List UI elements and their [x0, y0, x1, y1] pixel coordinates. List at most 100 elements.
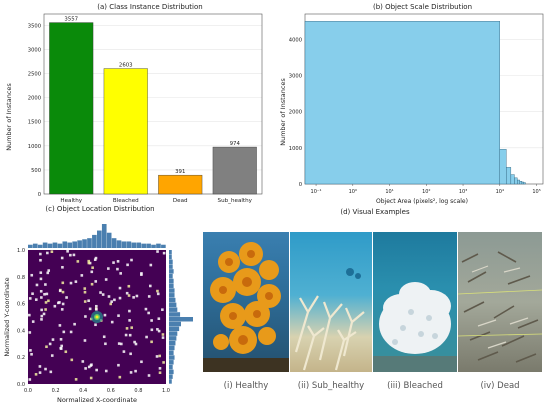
heatmap-cell — [50, 354, 54, 357]
heatmap-cell — [103, 313, 107, 317]
bar-value-label: 3557 — [64, 17, 78, 23]
heatmap-cell — [147, 374, 151, 377]
marginal-x-bar — [116, 240, 122, 248]
heatmap-cell — [51, 338, 55, 341]
heatmap-cell — [156, 289, 159, 293]
heatmap-cell — [161, 333, 165, 336]
y-tick-label: 0.6 — [17, 302, 25, 308]
heatmap-cell — [157, 317, 161, 320]
panel-a-title: (a) Class Instance Distribution — [97, 3, 203, 11]
x-tick-label: 10¹ — [385, 189, 393, 195]
heatmap-cell — [69, 253, 72, 257]
heatmap-cell — [38, 371, 42, 374]
heatmap-cell — [61, 302, 65, 306]
y-tick-label: 2500 — [28, 72, 41, 78]
heatmap-cell — [150, 319, 153, 322]
panel-b-y-label: Number of Instances — [279, 78, 287, 146]
heatmap-cell — [94, 280, 98, 283]
heatmap-cell — [109, 302, 113, 306]
heatmap-cell — [156, 328, 159, 331]
heatmap-cell — [99, 291, 102, 294]
heatmap-cell — [116, 267, 119, 271]
marginal-x-bar — [131, 242, 137, 248]
heatmap-cell — [157, 329, 161, 333]
histogram-bin — [304, 21, 500, 185]
class-distribution-chart: 3557 2603 391 974 0 500 1000 1500 2000 2500 3000 3… — [5, 13, 263, 204]
heatmap-cell — [118, 375, 122, 379]
heatmap-cell — [118, 296, 122, 300]
heatmap-cell — [144, 307, 148, 311]
marginal-y-bar — [169, 302, 177, 308]
marginal-x-bar — [121, 241, 127, 248]
heatmap-cell — [104, 369, 108, 373]
heatmap-cell — [87, 259, 91, 263]
panel-b-title: (b) Object Scale Distribution — [372, 3, 473, 11]
heatmap-cell — [147, 311, 150, 315]
marginal-y-bar — [169, 293, 175, 298]
x-tick-label: Sub_healthy — [218, 198, 253, 204]
marginal-x-bar — [92, 234, 97, 248]
heatmap-cell — [122, 350, 126, 353]
marginal-y-bar — [169, 336, 177, 341]
marginal-x-bar — [136, 242, 142, 248]
marginal-x-bar — [28, 244, 33, 248]
histogram-bin — [510, 174, 515, 185]
heatmap-cell — [135, 294, 139, 298]
heatmap-cell — [116, 260, 120, 263]
x-tick-label: 10⁻¹ — [311, 189, 322, 195]
heatmap-cell — [84, 367, 87, 370]
x-tick-label: 0.0 — [24, 388, 32, 394]
x-tick-label: 10³ — [459, 189, 467, 195]
heatmap-cell — [158, 367, 162, 370]
y-tick-label: 3000 — [28, 47, 41, 53]
photo-sub-healthy — [290, 232, 372, 372]
y-tick-label: 1.0 — [17, 248, 25, 254]
heatmap-cell — [59, 338, 63, 341]
marginal-x-bar — [82, 239, 87, 248]
y-tick-label: 2000 — [28, 96, 41, 102]
heatmap-cell — [117, 363, 120, 367]
marginal-x-bar — [72, 241, 77, 248]
bar-bleached — [103, 68, 148, 195]
heatmap-cell — [47, 299, 50, 303]
heatmap-cell — [161, 308, 164, 311]
marginal-y-bar — [169, 355, 175, 360]
heatmap-cell — [162, 251, 166, 255]
marginal-x-bar — [87, 238, 92, 248]
heatmap-cell — [28, 378, 32, 381]
heatmap-cell — [81, 360, 85, 363]
heatmap-cell — [104, 342, 107, 346]
heatmap-cell — [40, 314, 44, 318]
marginal-x-bar — [101, 224, 107, 248]
marginal-y-bar — [169, 297, 176, 303]
heatmap-cell — [118, 286, 122, 290]
heatmap-cell — [87, 261, 91, 265]
heatmap-cell — [28, 297, 32, 300]
marginal-x-bar — [151, 244, 156, 248]
heatmap-cell — [95, 304, 98, 308]
marginal-y-bar — [169, 283, 174, 288]
x-tick-label: Bleached — [113, 198, 139, 204]
y-tick-label: 1500 — [28, 120, 41, 126]
marginal-y-bar — [169, 312, 181, 317]
heatmap-cell — [61, 290, 65, 294]
y-tick-label: 3500 — [28, 23, 41, 29]
heatmap-cell — [74, 378, 78, 381]
heatmap-cell — [158, 354, 162, 358]
panel-c-x-label: Normalized X-coordinate — [57, 396, 137, 404]
x-tick-label: 10² — [422, 189, 430, 195]
heatmap-cell — [83, 300, 87, 303]
heatmap-cell — [119, 272, 122, 275]
heatmap-cell — [40, 296, 43, 299]
heatmap-cell — [124, 333, 128, 337]
y-tick-label: 500 — [31, 168, 41, 174]
heatmap-cell — [35, 283, 39, 287]
heatmap-cell — [113, 298, 116, 302]
heatmap-cell — [39, 252, 42, 256]
heatmap-cell — [129, 371, 133, 374]
heatmap-cell — [59, 346, 63, 350]
heatmap-cell — [130, 258, 133, 262]
bar-healthy — [49, 22, 94, 195]
histogram-bin — [514, 177, 518, 185]
heatmap-cell — [110, 320, 114, 324]
